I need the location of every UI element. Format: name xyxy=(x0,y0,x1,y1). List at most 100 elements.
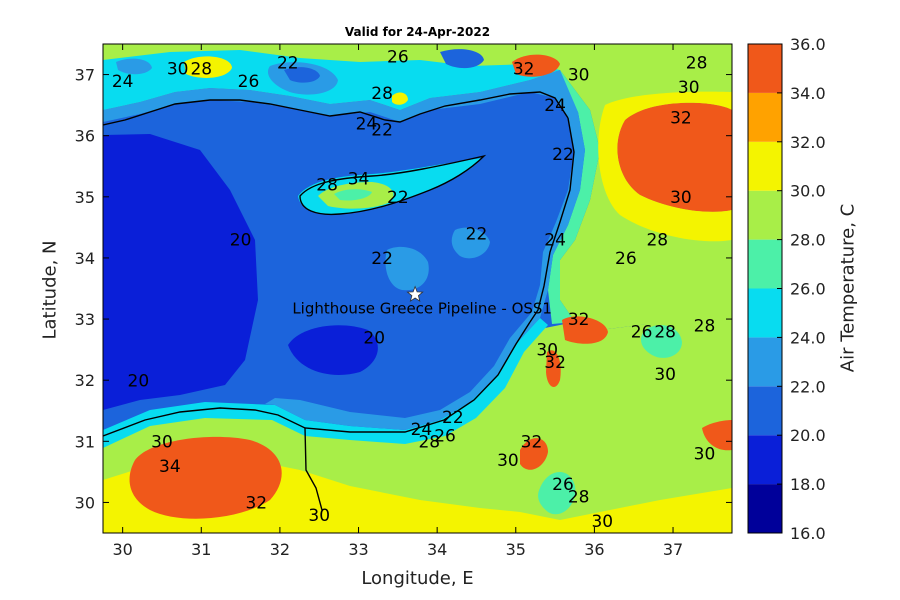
contour-label: 20 xyxy=(230,231,252,251)
contour-label: 30 xyxy=(654,365,676,385)
colorbar-swatch xyxy=(748,484,782,533)
turkey-mountain-cold-3 xyxy=(440,49,484,69)
colorbar-swatch xyxy=(748,435,782,485)
colorbar-swatch xyxy=(748,141,782,191)
cyprus-core xyxy=(334,189,372,201)
star-marker-icon xyxy=(406,285,424,303)
contour-label: 26 xyxy=(615,249,637,269)
colorbar-tick-label: 34.0 xyxy=(790,84,826,103)
contour-label: 24 xyxy=(544,231,566,251)
y-tick-label: 34 xyxy=(75,249,95,268)
colorbar-tick-label: 30.0 xyxy=(790,182,826,201)
x-tick-label: 35 xyxy=(506,540,526,559)
y-tick-label: 35 xyxy=(75,188,95,207)
coastal-band-south xyxy=(103,318,548,448)
contour-label: 28 xyxy=(694,316,716,336)
contour-label: 22 xyxy=(552,145,574,165)
cool-region-jordan xyxy=(640,325,682,358)
contour-label: 22 xyxy=(387,188,409,208)
coastlines xyxy=(103,91,575,511)
sea-warm-patch-2 xyxy=(451,227,490,259)
contour-label: 28 xyxy=(654,322,676,342)
contour-label: 28 xyxy=(371,84,393,104)
contour-label: 32 xyxy=(513,60,535,80)
x-tick-label: 34 xyxy=(427,540,447,559)
y-tick-label: 31 xyxy=(75,432,95,451)
contour-label: 34 xyxy=(159,457,181,477)
sea-warm-patch-1 xyxy=(385,246,429,291)
x-tick-label: 30 xyxy=(112,540,132,559)
contour-label: 30 xyxy=(678,78,700,98)
sea-cold-north xyxy=(103,70,585,430)
coastline-turkey xyxy=(103,91,569,126)
y-axis-ticks: 30 31 32 33 34 35 36 37 xyxy=(75,66,732,512)
contour-label: 30 xyxy=(591,512,613,532)
turkey-mountain-cold-4 xyxy=(116,58,152,75)
hot-region-syria xyxy=(617,102,732,212)
contour-label: 26 xyxy=(387,47,409,67)
contour-label: 26 xyxy=(631,322,653,342)
contour-label: 20 xyxy=(128,371,150,391)
contour-label: 32 xyxy=(544,353,566,373)
y-tick-label: 33 xyxy=(75,310,95,329)
hot-region-sinai xyxy=(520,438,548,470)
cool-region-sinai xyxy=(538,471,576,515)
contour-label: 32 xyxy=(521,432,543,452)
coastline-cyprus xyxy=(299,154,487,216)
contour-label: 26 xyxy=(434,426,456,446)
contour-label: 28 xyxy=(568,487,590,507)
x-tick-label: 32 xyxy=(270,540,290,559)
colorbar-swatch xyxy=(748,288,782,338)
x-axis-ticks: 30 31 32 33 34 35 36 37 xyxy=(112,44,683,559)
contour-label: 26 xyxy=(552,475,574,495)
contour-label: 30 xyxy=(694,445,716,465)
colorbar-swatch xyxy=(748,190,782,240)
contour-label: 20 xyxy=(363,329,385,349)
location-label: Lighthouse Greece Pipeline - OSS1 xyxy=(292,300,552,318)
colorbar-tick-label: 26.0 xyxy=(790,280,826,299)
y-tick-label: 36 xyxy=(75,127,95,146)
y-tick-label: 32 xyxy=(75,371,95,390)
temperature-field xyxy=(103,44,732,533)
x-tick-label: 31 xyxy=(191,540,211,559)
coastline-levant xyxy=(529,117,575,323)
colorbar-swatch xyxy=(748,337,782,387)
warm-region-north-1 xyxy=(184,56,232,78)
x-tick-label: 33 xyxy=(348,540,368,559)
sea-cold-south xyxy=(288,325,378,375)
hot-region-jordan-valley xyxy=(562,316,608,344)
contour-label: 22 xyxy=(371,121,393,141)
y-tick-label: 37 xyxy=(75,66,95,85)
sea-cold-west xyxy=(103,134,258,410)
contour-label: 30 xyxy=(670,188,692,208)
x-tick-label: 36 xyxy=(584,540,604,559)
turkey-mountain-cold-2 xyxy=(284,67,320,83)
contour-label: 24 xyxy=(112,72,134,92)
contour-label: 34 xyxy=(348,170,370,190)
hot-region-dead-sea xyxy=(546,350,561,387)
warm-region-syria xyxy=(598,91,732,242)
contour-label: 30 xyxy=(568,66,590,86)
contour-label: 24 xyxy=(411,420,433,440)
contour-label: 28 xyxy=(686,53,708,73)
contour-labels: 2020202222222222222224242424242626262626… xyxy=(112,47,715,532)
location-marker-group: Lighthouse Greece Pipeline - OSS1 xyxy=(292,285,552,318)
hot-region-egypt xyxy=(129,436,282,519)
colorbar-tick-label: 24.0 xyxy=(790,328,826,347)
contour-label: 30 xyxy=(151,432,173,452)
contour-label: 22 xyxy=(371,249,393,269)
plot-title: Valid for 24-Apr-2022 xyxy=(344,25,491,39)
colorbar-tick-label: 22.0 xyxy=(790,377,826,396)
levant-coastal-band xyxy=(548,70,600,324)
contour-label: 32 xyxy=(245,494,267,514)
colorbar-swatch xyxy=(748,92,782,142)
x-axis-label: Longitude, E xyxy=(361,568,474,589)
colorbar-tick-label: 16.0 xyxy=(790,524,826,543)
colorbar-swatch xyxy=(748,239,782,289)
colorbar: 16.0 18.0 20.0 22.0 24.0 26.0 28.0 30.0 32.0 34.0… xyxy=(747,35,826,543)
contour-label: 26 xyxy=(238,72,260,92)
contour-label: 22 xyxy=(277,53,299,73)
contour-label: 28 xyxy=(190,60,212,80)
contour-label: 28 xyxy=(418,432,440,452)
